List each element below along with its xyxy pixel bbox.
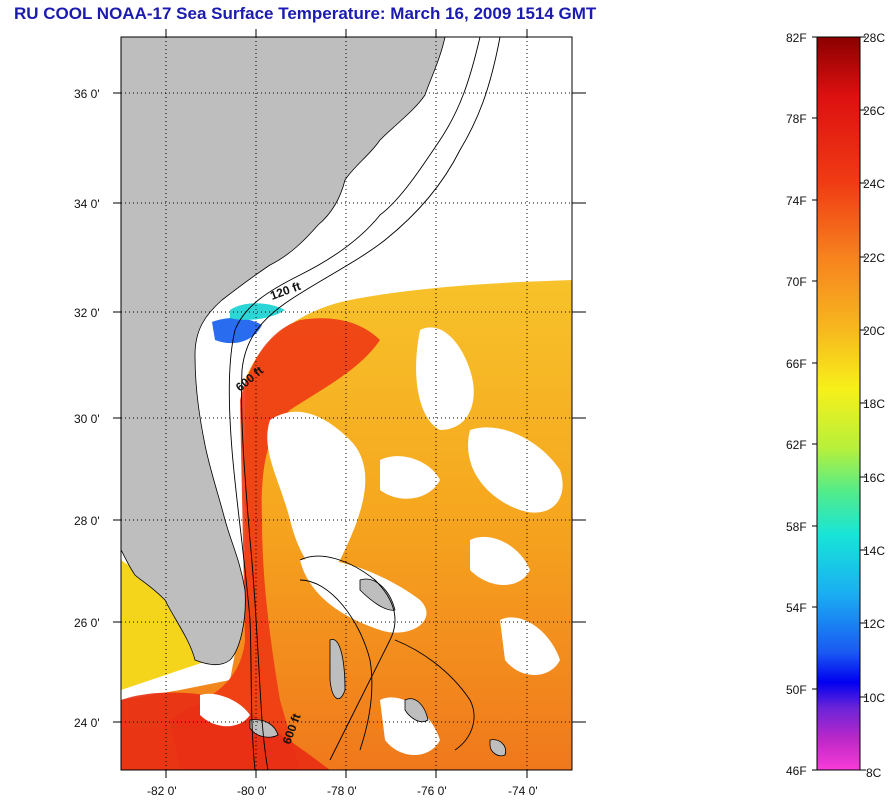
cb-f-50: 50F: [786, 683, 807, 697]
sst-shelf-cold: [212, 318, 262, 344]
colorbar: [816, 36, 861, 771]
cb-f-66: 66F: [786, 357, 807, 371]
page-title: RU COOL NOAA-17 Sea Surface Temperature:…: [14, 4, 597, 23]
cb-c-14: 14C: [863, 544, 885, 558]
cb-f-62: 62F: [786, 438, 807, 452]
cb-c-20: 20C: [863, 324, 885, 338]
lat-label-28: 28 0': [74, 514, 100, 528]
cb-f-70: 70F: [786, 275, 807, 289]
land-us-east-coast: [121, 37, 446, 665]
cb-f-46: 46F: [786, 764, 807, 778]
lon-label-80: -80 0': [237, 784, 267, 798]
cb-f-78: 78F: [786, 112, 807, 126]
lat-label-26: 26 0': [74, 616, 100, 630]
cb-c-26: 26C: [863, 104, 885, 118]
axis-ticks: [113, 29, 586, 778]
cb-c-8: 8C: [866, 766, 882, 780]
cb-f-58: 58F: [786, 520, 807, 534]
colorbar-ticks: [812, 36, 866, 771]
cb-f-54: 54F: [786, 601, 807, 615]
sst-southern-hot: [121, 692, 330, 770]
cb-c-12: 12C: [863, 617, 885, 631]
lon-label-76: -76 0': [417, 784, 447, 798]
land-bahamas: [249, 578, 507, 757]
lon-label-78: -78 0': [327, 784, 357, 798]
cb-c-16: 16C: [863, 471, 885, 485]
lat-label-32: 32 0': [74, 306, 100, 320]
cb-f-74: 74F: [786, 194, 807, 208]
lat-label-30: 30 0': [74, 412, 100, 426]
bathymetry-contours: [228, 37, 501, 770]
cb-c-10: 10C: [863, 691, 885, 705]
cb-f-82: 82F: [786, 31, 807, 45]
cb-c-24: 24C: [863, 177, 885, 191]
lat-label-24: 24 0': [74, 716, 100, 730]
lon-label-82: -82 0': [147, 784, 177, 798]
lat-label-36: 36 0': [74, 87, 100, 101]
cb-c-28: 28C: [863, 31, 885, 45]
lat-label-34: 34 0': [74, 197, 100, 211]
lon-label-74: -74 0': [508, 784, 538, 798]
cb-c-22: 22C: [863, 251, 885, 265]
cb-c-18: 18C: [863, 397, 885, 411]
